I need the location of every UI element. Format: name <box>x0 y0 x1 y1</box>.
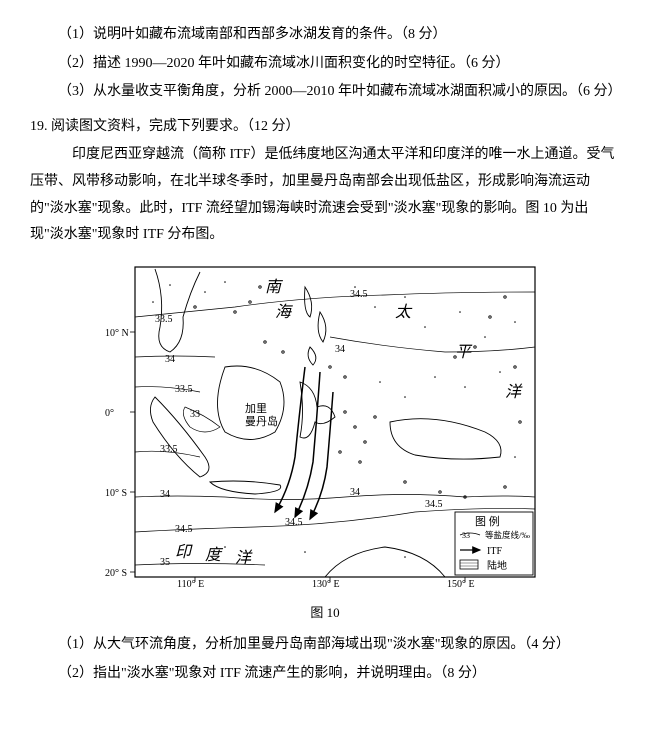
legend-land-text: 陆地 <box>487 559 507 572</box>
q19-number: 19. <box>30 114 48 141</box>
svg-text:10° N: 10° N <box>105 328 129 339</box>
svg-text:太: 太 <box>395 303 413 321</box>
map-figure: 图 例 33 等盐度线/‰ ITF 陆地 南海太平洋印度洋 33.53433.5… <box>30 257 620 598</box>
svg-text:加里: 加里 <box>245 402 267 415</box>
map-caption: 图 10 <box>30 601 620 626</box>
svg-text:34.5: 34.5 <box>285 517 303 528</box>
svg-text:洋: 洋 <box>235 549 253 567</box>
svg-text:33.5: 33.5 <box>155 314 173 325</box>
svg-text:印: 印 <box>175 543 193 561</box>
svg-text:10° S: 10° S <box>105 488 127 499</box>
svg-text:34: 34 <box>165 354 175 365</box>
svg-text:34: 34 <box>160 489 170 500</box>
prev-q1: （1）说明叶如藏布流域南部和西部多冰湖发育的条件。（8 分） <box>30 22 620 49</box>
svg-text:海: 海 <box>275 303 293 321</box>
q19-stem: 阅读图文资料，完成下列要求。（12 分） <box>51 119 300 134</box>
svg-text:150° E: 150° E <box>447 579 475 587</box>
q19-sub2: （2）指出"淡水塞"现象对 ITF 流速产生的影响，并说明理由。（8 分） <box>30 661 620 688</box>
q19-passage: 印度尼西亚穿越流（简称 ITF）是低纬度地区沟通太平洋和印度洋的唯一水上通道。受… <box>30 142 620 248</box>
svg-text:34: 34 <box>350 487 360 498</box>
svg-text:度: 度 <box>205 546 224 564</box>
svg-text:33.5: 33.5 <box>175 384 193 395</box>
svg-text:110° E: 110° E <box>177 579 204 587</box>
svg-text:20° S: 20° S <box>105 568 127 579</box>
svg-text:130° E: 130° E <box>312 579 340 587</box>
svg-text:34.5: 34.5 <box>175 524 193 535</box>
legend-title: 图 例 <box>475 514 500 528</box>
svg-text:35: 35 <box>160 557 170 568</box>
map-svg: 图 例 33 等盐度线/‰ ITF 陆地 南海太平洋印度洋 33.53433.5… <box>105 257 545 587</box>
map-legend: 图 例 33 等盐度线/‰ ITF 陆地 <box>455 512 533 575</box>
svg-text:34.5: 34.5 <box>350 289 368 300</box>
svg-text:33: 33 <box>462 531 470 540</box>
svg-text:0°: 0° <box>105 408 114 419</box>
svg-text:34: 34 <box>335 344 345 355</box>
svg-text:曼丹岛: 曼丹岛 <box>245 414 278 428</box>
svg-text:33.5: 33.5 <box>160 444 178 455</box>
q19-sub1: （1）从大气环流角度，分析加里曼丹岛南部海域出现"淡水塞"现象的原因。（4 分） <box>30 632 620 659</box>
question-19: 19. 阅读图文资料，完成下列要求。（12 分） <box>30 114 620 141</box>
prev-q2: （2）描述 1990—2020 年叶如藏布流域冰川面积变化的时空特征。（6 分） <box>30 51 620 78</box>
svg-text:南: 南 <box>265 278 284 296</box>
legend-contour-text: 等盐度线/‰ <box>485 530 530 540</box>
svg-text:33: 33 <box>190 409 200 420</box>
svg-text:34.5: 34.5 <box>425 499 443 510</box>
svg-text:洋: 洋 <box>505 383 523 401</box>
svg-text:平: 平 <box>455 344 473 361</box>
legend-itf-text: ITF <box>487 546 502 557</box>
prev-q3: （3）从水量收支平衡角度，分析 2000—2010 年叶如藏布流域冰湖面积减小的… <box>30 79 620 106</box>
